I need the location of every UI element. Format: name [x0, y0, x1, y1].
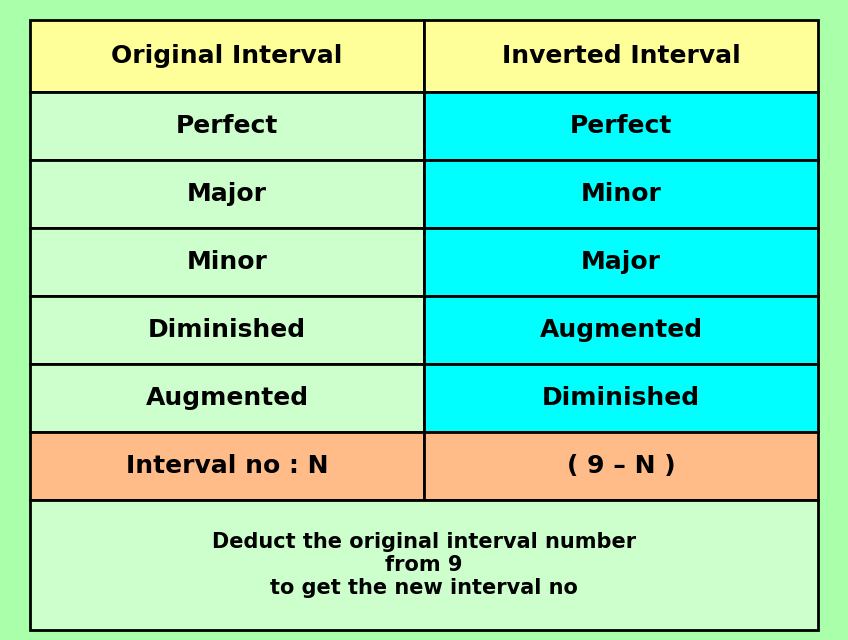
Text: Major: Major — [187, 182, 267, 206]
Bar — [30, 364, 424, 432]
Bar — [30, 160, 424, 228]
Text: Minor: Minor — [187, 250, 267, 274]
Text: ( 9 – N ): ( 9 – N ) — [566, 454, 675, 478]
Text: Original Interval: Original Interval — [111, 44, 343, 68]
Bar — [424, 432, 818, 500]
Text: Inverted Interval: Inverted Interval — [502, 44, 740, 68]
Bar — [30, 92, 424, 160]
Text: Perfect: Perfect — [176, 114, 278, 138]
Bar — [424, 92, 818, 160]
Text: Deduct the original interval number
from 9
to get the new interval no: Deduct the original interval number from… — [212, 532, 636, 598]
Text: Augmented: Augmented — [539, 318, 702, 342]
Bar — [30, 296, 424, 364]
Bar — [424, 296, 818, 364]
Bar — [30, 432, 424, 500]
Bar — [424, 228, 818, 296]
Text: Interval no : N: Interval no : N — [126, 454, 328, 478]
Text: Minor: Minor — [581, 182, 661, 206]
Bar — [424, 20, 818, 92]
Bar — [30, 20, 424, 92]
Text: Augmented: Augmented — [146, 386, 309, 410]
Text: Perfect: Perfect — [570, 114, 672, 138]
Text: Diminished: Diminished — [542, 386, 700, 410]
Bar — [30, 228, 424, 296]
Bar — [424, 364, 818, 432]
Text: Major: Major — [581, 250, 661, 274]
Bar — [424, 160, 818, 228]
Text: Diminished: Diminished — [148, 318, 306, 342]
Bar — [30, 500, 818, 630]
